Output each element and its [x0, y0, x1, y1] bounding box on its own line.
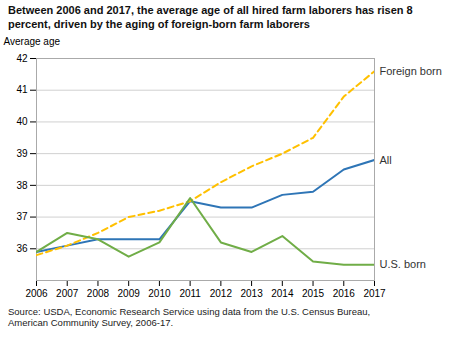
svg-text:2017: 2017 [363, 287, 386, 298]
svg-text:2006: 2006 [25, 287, 48, 298]
svg-text:42: 42 [16, 52, 28, 63]
html-text:Between 2006 and 2017, the ave: Between 2006 and 2017, the average age o… [8, 4, 413, 30]
svg-text:Foreign born: Foreign born [380, 64, 442, 76]
svg-text:2009: 2009 [118, 287, 141, 298]
svg-text:2012: 2012 [210, 287, 233, 298]
svg-text:41: 41 [16, 84, 28, 95]
svg-text:Average age: Average age [4, 35, 61, 46]
svg-text:2008: 2008 [87, 287, 110, 298]
svg-text:2007: 2007 [56, 287, 79, 298]
svg-text:37: 37 [16, 211, 28, 222]
svg-text:40: 40 [16, 116, 28, 127]
svg-text:2013: 2013 [240, 287, 263, 298]
svg-text:39: 39 [16, 147, 28, 158]
svg-text:36: 36 [16, 242, 28, 253]
svg-text:2010: 2010 [148, 287, 171, 298]
svg-text:38: 38 [16, 179, 28, 190]
svg-text:All: All [380, 153, 392, 165]
svg-text:2015: 2015 [302, 287, 325, 298]
svg-text:U.S. born: U.S. born [380, 258, 426, 270]
svg-text:2016: 2016 [333, 287, 356, 298]
svg-text:2014: 2014 [271, 287, 294, 298]
html-text:Source: USDA, Economic Researc: Source: USDA, Economic Research Service … [8, 305, 371, 329]
svg-text:2011: 2011 [179, 287, 201, 298]
